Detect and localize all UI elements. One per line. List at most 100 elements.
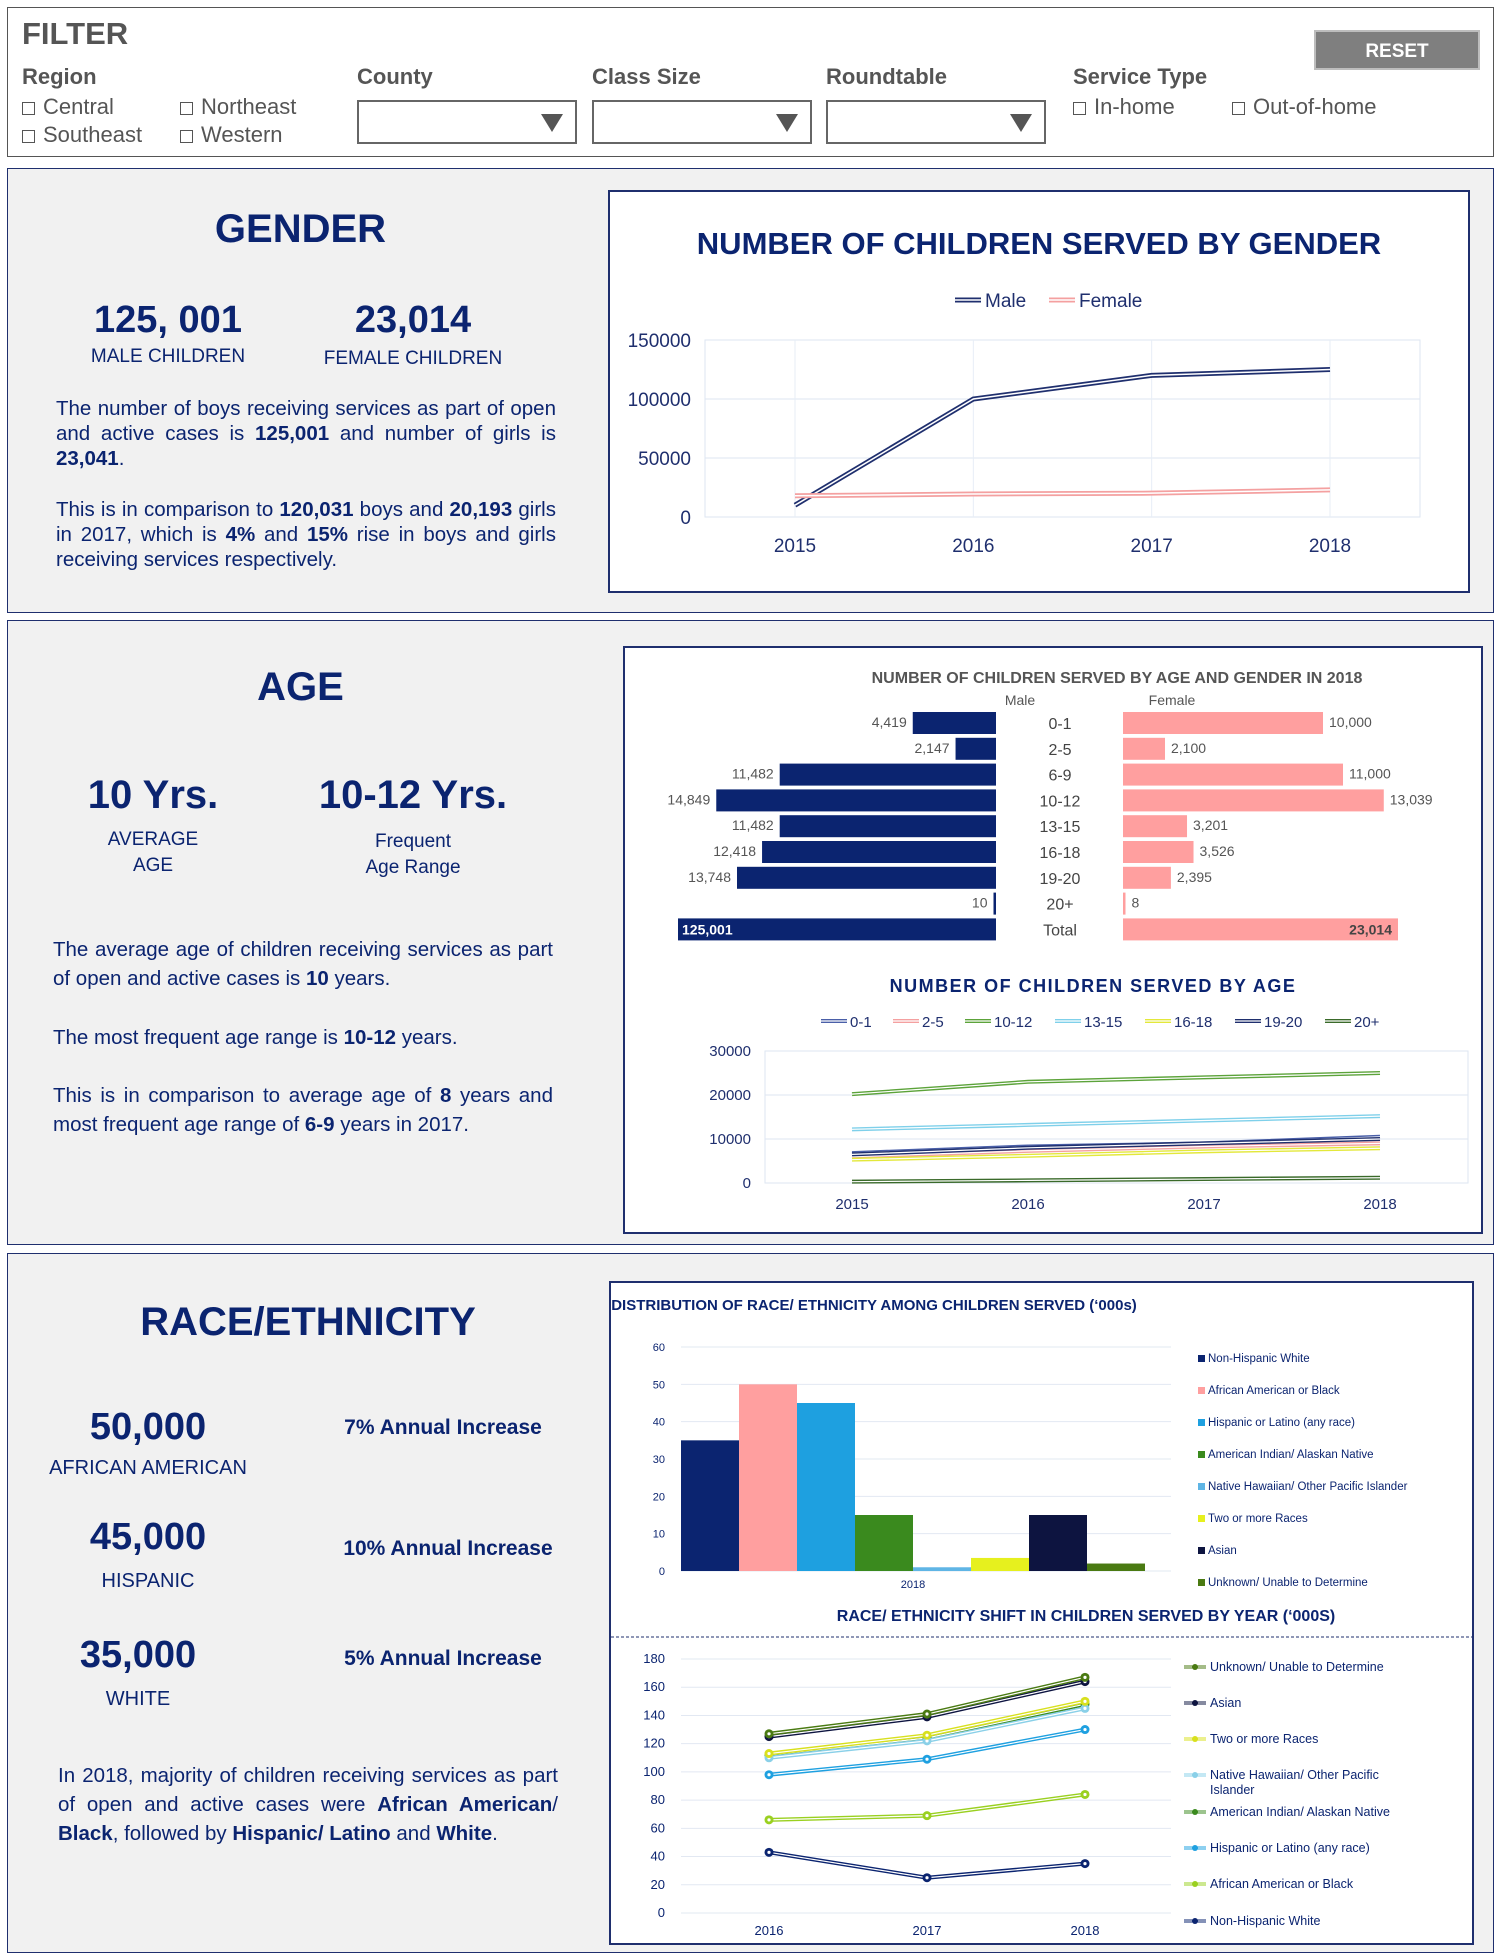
region-checkbox-central[interactable]: Central (22, 94, 114, 120)
point-highlight (925, 1733, 929, 1737)
roundtable-label: Roundtable (826, 64, 947, 89)
race-paragraph: In 2018, majority of children receiving … (58, 1764, 558, 1845)
legend-label: Unknown/ Unable to Determine (1208, 1577, 1368, 1589)
county-label: County (357, 64, 433, 89)
y-tick-label: 50 (653, 1379, 665, 1391)
data-label-female: 2,395 (1177, 869, 1212, 885)
service-checkbox-in-home[interactable]: In-home (1073, 94, 1175, 120)
bar-female-16-18 (1123, 841, 1194, 863)
class-size-dropdown[interactable] (592, 100, 812, 144)
county-dropdown[interactable] (357, 100, 577, 144)
legend-label: Hispanic or Latino (any race) (1208, 1417, 1355, 1429)
frequent-age-caption-2: Age Range (365, 857, 461, 878)
data-label-female: 3,201 (1193, 817, 1228, 833)
race-bar-title: DISTRIBUTION OF RACE/ ETHNICITY AMONG CH… (611, 1297, 1137, 1314)
white-count: 35,000 (79, 1634, 197, 1676)
checkbox-icon (22, 101, 35, 115)
data-label-male: 4,419 (872, 714, 907, 730)
legend-swatch-african-american-or-black (1198, 1387, 1205, 1394)
bar-female-10-12 (1123, 789, 1384, 812)
data-label-female: 2,100 (1171, 740, 1206, 756)
y-tick-label: 40 (653, 1417, 665, 1429)
male-count: 125, 001 (94, 299, 242, 341)
region-checkbox-northeast[interactable]: Northeast (180, 94, 296, 120)
male-caption: MALE CHILDREN (90, 346, 246, 367)
race-charts: DISTRIBUTION OF RACE/ ETHNICITY AMONG CH… (611, 1297, 1472, 1938)
age-title: AGE (257, 665, 344, 709)
white-increase: 5% Annual Increase (344, 1647, 542, 1670)
bar-male-10-12 (716, 789, 996, 812)
point-highlight (925, 1712, 929, 1716)
region-checkbox-western[interactable]: Western (180, 122, 283, 148)
y-tick-label: 20000 (709, 1087, 751, 1104)
bar-two-or-more-races (971, 1557, 1029, 1571)
legend-label: Female (1079, 291, 1142, 312)
series-line-unknown-unable-to-determine (768, 1675, 1086, 1736)
point-highlight (925, 1814, 929, 1818)
service-checkbox-out-of-home[interactable]: Out-of-home (1232, 94, 1377, 120)
bar-male-total (678, 918, 996, 941)
legend-label: African American or Black (1210, 1877, 1354, 1891)
bar-male-16-18 (762, 841, 996, 863)
african-american-increase: 7% Annual Increase (344, 1416, 542, 1439)
chart-title: NUMBER OF CHILDREN SERVED BY GENDER (697, 226, 1381, 261)
legend-marker (1192, 1772, 1198, 1778)
race-chart-box: DISTRIBUTION OF RACE/ ETHNICITY AMONG CH… (609, 1281, 1474, 1945)
bar-male-19-20 (737, 866, 996, 889)
y-tick-label: 80 (651, 1792, 665, 1807)
legend-swatch-unknown-unable-to-determine (1198, 1579, 1205, 1586)
race-title: RACE/ETHNICITY (140, 1300, 476, 1344)
y-tick-label: 40 (651, 1849, 665, 1864)
x-tick-label: 2016 (755, 1923, 784, 1938)
bar-female-6-9 (1123, 763, 1343, 786)
legend-marker (1192, 1700, 1198, 1706)
data-label-male: 11,482 (732, 766, 774, 782)
legend-label: Non-Hispanic White (1208, 1353, 1310, 1365)
point-highlight (925, 1739, 929, 1743)
legend-label: 20+ (1354, 1014, 1380, 1031)
age-paragraph-1: The average age of children receiving se… (53, 938, 553, 990)
point-highlight (1083, 1706, 1087, 1710)
point-highlight (1083, 1675, 1087, 1679)
bar-female-20 (1123, 892, 1126, 915)
y-tick-label: 160 (643, 1679, 665, 1694)
pyramid-title: NUMBER OF CHILDREN SERVED BY AGE AND GEN… (872, 670, 1363, 687)
legend-swatch-american-indian-alaskan-native (1198, 1451, 1205, 1458)
region-label: Region (22, 64, 97, 89)
gender-paragraph-2: This is in comparison to 120,031 boys an… (56, 498, 556, 571)
legend-swatch-two-or-more-races (1198, 1515, 1205, 1522)
legend-marker (1192, 1736, 1198, 1742)
category-label: 19-20 (1040, 871, 1081, 888)
category-label: 20+ (1046, 897, 1073, 914)
x-tick-label: 2015 (774, 536, 816, 557)
data-label-male: 125,001 (682, 921, 733, 937)
data-label-female: 8 (1132, 895, 1140, 911)
region-checkbox-southeast[interactable]: Southeast (22, 122, 142, 148)
y-tick-label: 180 (643, 1651, 665, 1666)
x-tick-label: 2017 (1187, 1196, 1220, 1213)
checkbox-icon (22, 129, 35, 143)
gender-title: GENDER (214, 207, 387, 251)
point-highlight (767, 1850, 771, 1854)
series-line-male-highlight (794, 368, 1331, 506)
bar-american-indian-alaskan-native (855, 1515, 913, 1571)
dropdown-arrow-icon (1010, 114, 1032, 132)
reset-button[interactable]: RESET (1314, 30, 1480, 70)
series-line-19-20-highlight (851, 1138, 1381, 1155)
y-tick-label: 30000 (709, 1043, 751, 1060)
x-tick-label: 2016 (1011, 1196, 1044, 1213)
filter-panel: FILTER RESET Region Central Northeast So… (7, 7, 1494, 157)
hispanic-increase: 10% Annual Increase (343, 1537, 553, 1560)
x-tick-label: 2018 (901, 1579, 925, 1591)
y-tick-label: 0 (743, 1175, 751, 1192)
data-label-female: 11,000 (1349, 766, 1391, 782)
bar-female-13-15 (1123, 815, 1188, 838)
point-highlight (1083, 1862, 1087, 1866)
bar-hispanic-or-latino-any-race (797, 1403, 855, 1571)
point-highlight (925, 1876, 929, 1880)
legend-label: Native Hawaiian/ Other Pacific Islander (1208, 1481, 1408, 1493)
point-highlight (767, 1773, 771, 1777)
legend-label: American Indian/ Alaskan Native (1210, 1805, 1390, 1819)
dropdown-arrow-icon (541, 114, 563, 132)
roundtable-dropdown[interactable] (826, 100, 1046, 144)
